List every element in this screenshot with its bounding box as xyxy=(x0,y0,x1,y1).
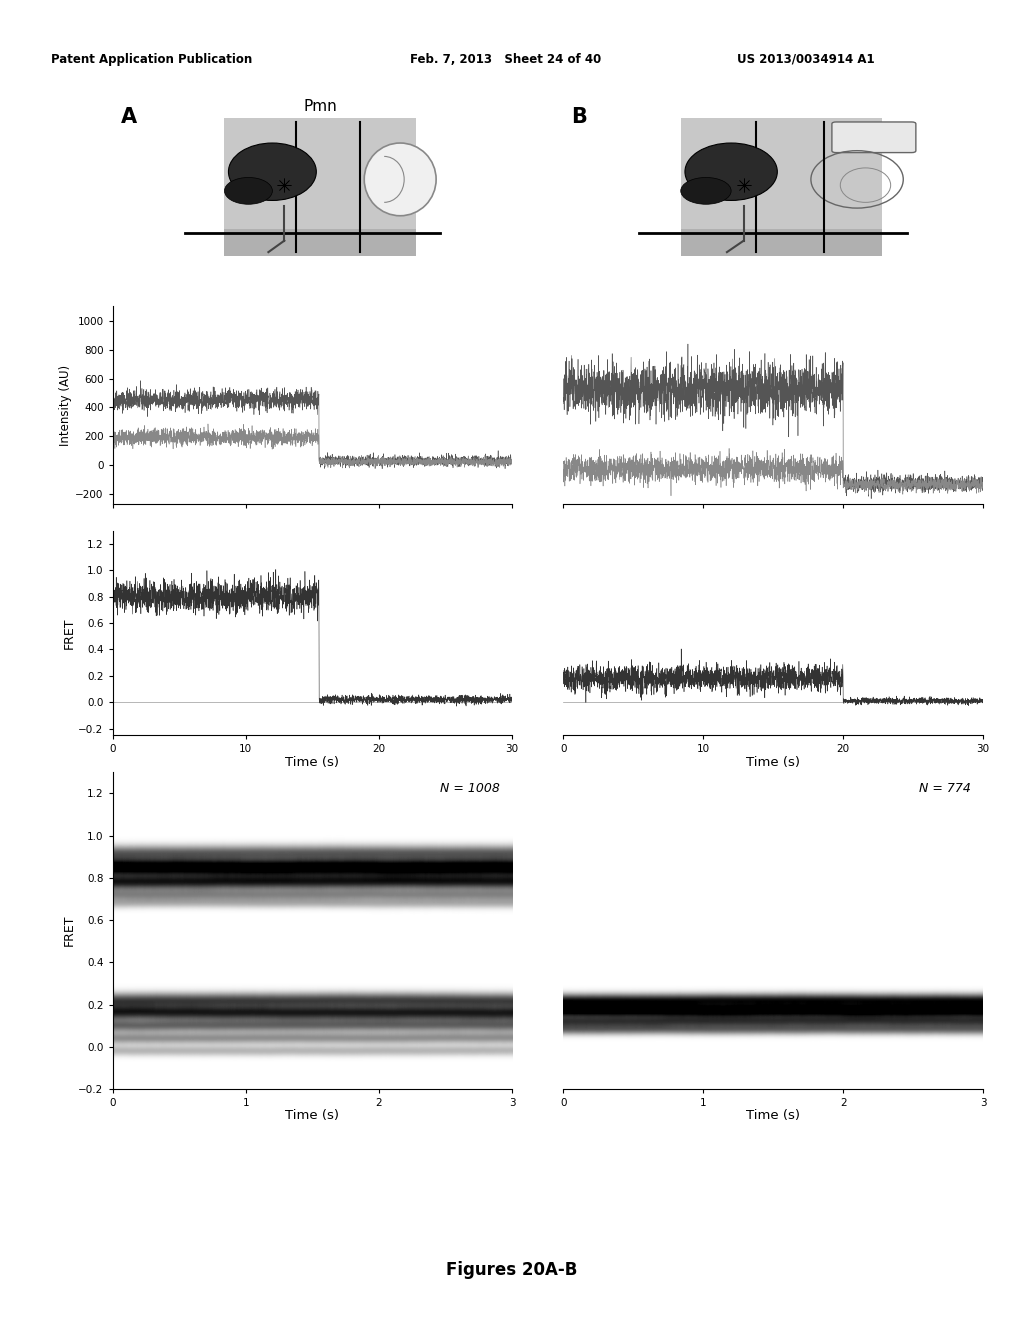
Text: Pmn: Pmn xyxy=(303,99,337,114)
Text: US 2013/0034914 A1: US 2013/0034914 A1 xyxy=(737,53,874,66)
FancyBboxPatch shape xyxy=(681,230,883,256)
X-axis label: Time (s): Time (s) xyxy=(746,755,800,768)
Y-axis label: FRET: FRET xyxy=(62,915,76,946)
Y-axis label: Intensity (AU): Intensity (AU) xyxy=(59,364,73,446)
Ellipse shape xyxy=(365,143,436,215)
Text: N = 774: N = 774 xyxy=(919,781,971,795)
FancyBboxPatch shape xyxy=(224,230,416,256)
Text: A: A xyxy=(121,107,137,127)
Text: Feb. 7, 2013   Sheet 24 of 40: Feb. 7, 2013 Sheet 24 of 40 xyxy=(410,53,601,66)
X-axis label: Time (s): Time (s) xyxy=(746,1109,800,1122)
Text: N = 1008: N = 1008 xyxy=(440,781,500,795)
FancyBboxPatch shape xyxy=(831,121,915,153)
FancyBboxPatch shape xyxy=(681,117,883,256)
Ellipse shape xyxy=(681,177,731,205)
Ellipse shape xyxy=(224,177,272,205)
FancyBboxPatch shape xyxy=(224,117,416,256)
Text: Patent Application Publication: Patent Application Publication xyxy=(51,53,253,66)
Y-axis label: FRET: FRET xyxy=(62,618,76,648)
X-axis label: Time (s): Time (s) xyxy=(286,1109,339,1122)
Ellipse shape xyxy=(228,143,316,201)
X-axis label: Time (s): Time (s) xyxy=(286,755,339,768)
Text: B: B xyxy=(571,107,588,127)
Ellipse shape xyxy=(685,143,777,201)
Text: Figures 20A-B: Figures 20A-B xyxy=(446,1261,578,1279)
